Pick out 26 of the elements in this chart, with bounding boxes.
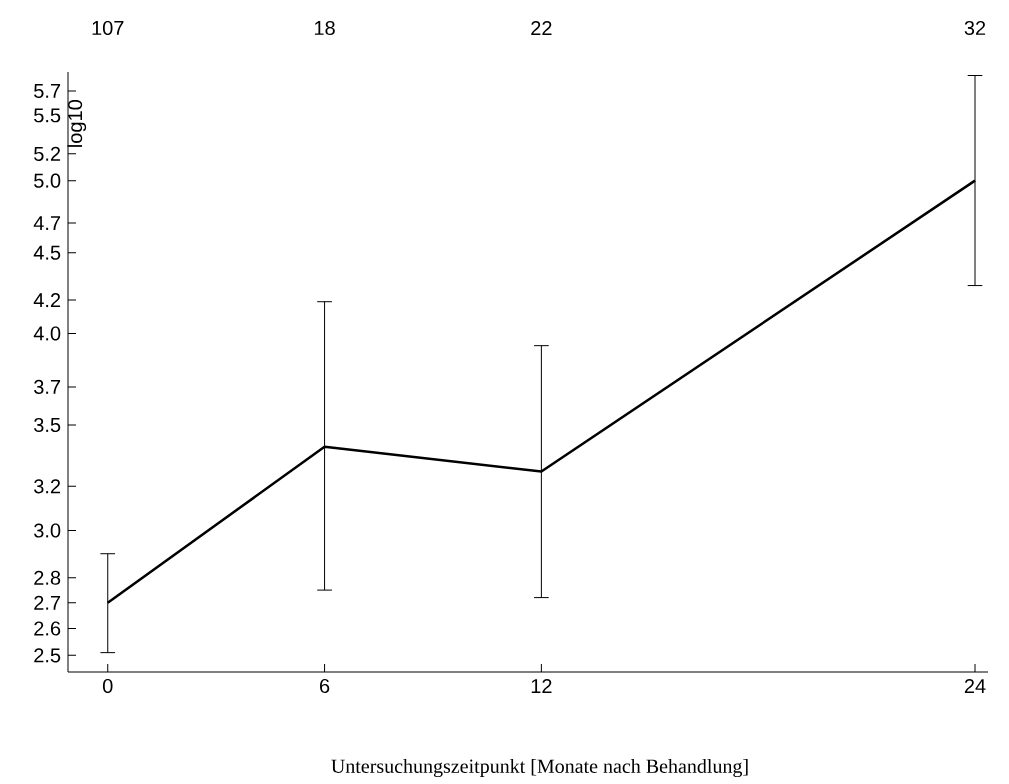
text: 32 (964, 20, 986, 36)
y-tick-label: 2.5 (34, 648, 61, 663)
x-tick-label: 24 (964, 679, 986, 693)
y-tick-label: 5.2 (34, 146, 61, 161)
x-axis-title: Untersuchungszeitpunkt [Monate nach Behandlung] (331, 759, 748, 778)
y-axis-title: log10 (67, 100, 87, 147)
y-tick-label: 2.7 (34, 595, 61, 610)
y-tick-label: 4.5 (33, 245, 61, 260)
text: 22 (531, 21, 552, 36)
y-tick-label: 2.8 (34, 570, 61, 585)
x-tick-label: 6 (320, 679, 330, 694)
y-tick-label: 5.5 (34, 108, 61, 123)
y-tick-label: 3.7 (34, 379, 61, 395)
y-tick-label: 5.0 (34, 173, 61, 188)
text: 18 (314, 20, 335, 36)
y-tick-label: 2.6 (34, 621, 61, 636)
y-tick-label: 5.7 (34, 84, 61, 99)
y-tick-label: 3.2 (34, 479, 61, 494)
text: 107 (92, 20, 124, 36)
y-tick-label: 3.5 (34, 418, 61, 433)
y-tick-label: 4.2 (33, 293, 61, 308)
y-tick-label: 4.0 (33, 326, 61, 341)
x-tick-label: 12 (531, 679, 552, 693)
y-tick-label: 4.7 (33, 216, 61, 231)
y-tick-label: 3.0 (34, 523, 61, 538)
x-tick-label: 0 (102, 679, 113, 694)
